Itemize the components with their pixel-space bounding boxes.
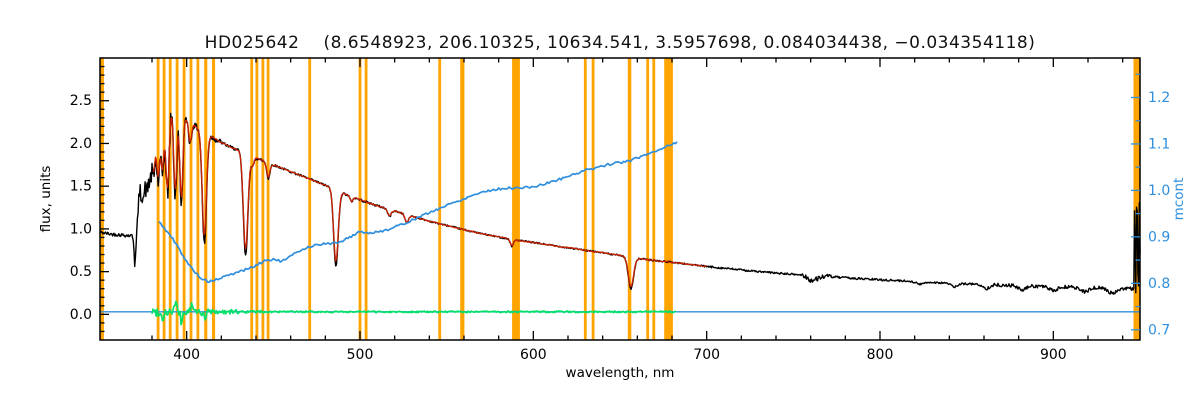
orange-marker bbox=[250, 58, 254, 340]
object-name: HD025642 bbox=[204, 33, 300, 53]
orange-marker bbox=[182, 58, 186, 340]
orange-marker bbox=[99, 58, 104, 340]
orange-marker bbox=[664, 58, 673, 340]
orange-marker bbox=[512, 58, 520, 340]
residual-curve bbox=[151, 300, 677, 326]
mcont-axis-ticks bbox=[1131, 73, 1140, 331]
y-right-tick-label: 0.9 bbox=[1148, 229, 1170, 245]
axis-ticks bbox=[100, 58, 1124, 340]
y-left-tick-label: 1.0 bbox=[70, 221, 92, 237]
y-left-tick-label: 2.5 bbox=[70, 93, 92, 109]
axis-tick-labels: 400 500 600 700 800 900 0.0 0.5 1.0 1.5 2.0 2.5 0.7 0… bbox=[70, 90, 1171, 363]
x-tick-label: 700 bbox=[693, 347, 720, 363]
x-tick-label: 600 bbox=[520, 347, 547, 363]
x-tick-label: 400 bbox=[173, 347, 200, 363]
fit-curve bbox=[152, 116, 707, 288]
orange-marker bbox=[583, 58, 587, 340]
orange-marker bbox=[196, 58, 200, 340]
y-axis-label-mcont: mcont bbox=[1171, 178, 1187, 221]
orange-marker bbox=[438, 58, 442, 340]
orange-marker bbox=[308, 58, 312, 340]
y-right-tick-label: 1.2 bbox=[1148, 90, 1170, 106]
y-right-tick-label: 1.0 bbox=[1148, 183, 1170, 199]
orange-marker bbox=[652, 58, 656, 340]
orange-marker bbox=[212, 58, 216, 340]
y-axis-label-flux: flux, units bbox=[38, 166, 54, 233]
orange-marker bbox=[646, 58, 650, 340]
y-right-tick-label: 0.7 bbox=[1148, 322, 1170, 338]
y-left-tick-label: 2.0 bbox=[70, 136, 92, 152]
orange-marker bbox=[591, 58, 595, 340]
orange-marker bbox=[162, 58, 166, 340]
y-right-tick-label: 1.1 bbox=[1148, 136, 1170, 152]
orange-marker bbox=[364, 58, 368, 340]
plot-title: HD025642 (8.6548923, 206.10325, 10634.541… bbox=[100, 33, 1140, 53]
title-parameters: (8.6548923, 206.10325, 10634.541, 3.5957… bbox=[323, 33, 1036, 53]
x-tick-label: 900 bbox=[1040, 347, 1067, 363]
orange-marker bbox=[168, 58, 172, 340]
orange-marker bbox=[1133, 58, 1140, 340]
orange-marker bbox=[627, 58, 632, 340]
y-right-tick-label: 0.8 bbox=[1148, 276, 1170, 292]
x-axis-label: wavelength, nm bbox=[566, 365, 675, 381]
x-tick-label: 500 bbox=[347, 347, 374, 363]
orange-marker bbox=[156, 58, 160, 340]
orange-marker bbox=[175, 58, 179, 340]
y-left-tick-label: 1.5 bbox=[70, 179, 92, 195]
orange-marker bbox=[261, 58, 265, 340]
y-left-tick-label: 0.5 bbox=[70, 264, 92, 280]
orange-marker bbox=[255, 58, 259, 340]
plot-border bbox=[99, 57, 1141, 341]
y-left-tick-label: 0.0 bbox=[70, 307, 92, 323]
orange-marker bbox=[266, 58, 270, 340]
telluric-markers bbox=[99, 58, 1140, 340]
x-tick-label: 800 bbox=[867, 347, 894, 363]
mcont-curve bbox=[158, 141, 678, 284]
orange-marker bbox=[189, 58, 193, 340]
